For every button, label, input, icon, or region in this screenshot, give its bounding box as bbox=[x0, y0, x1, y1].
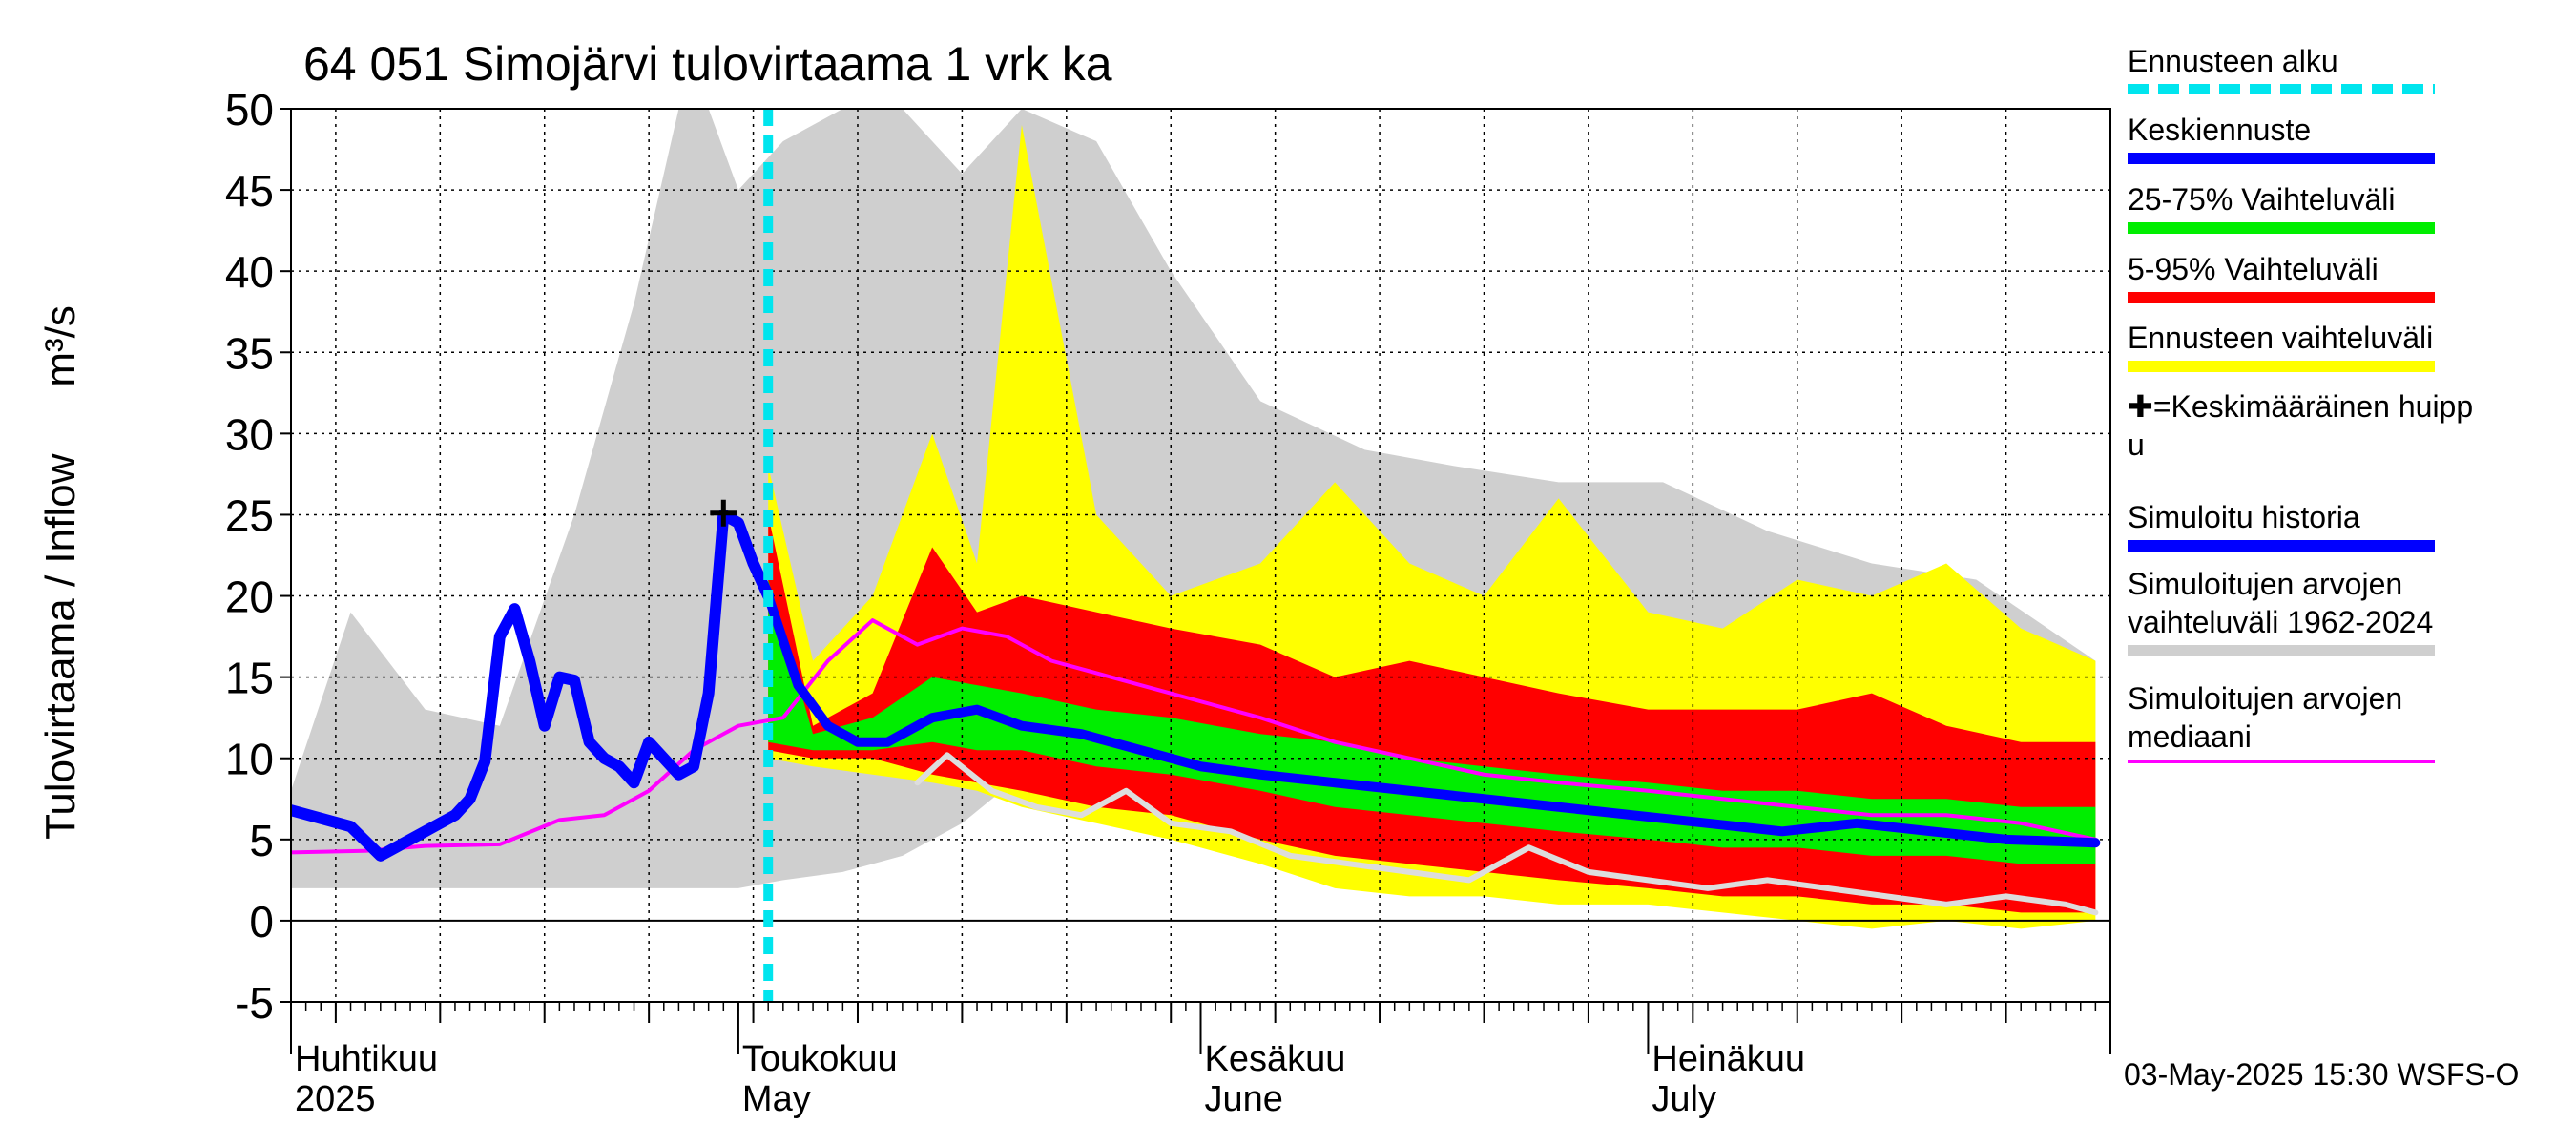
legend-swatch bbox=[2128, 222, 2435, 234]
mean-forecast-line bbox=[763, 591, 2101, 848]
legend-swatch bbox=[2128, 292, 2435, 303]
plot-layer bbox=[291, 109, 2110, 1002]
y-axis-label: Tulovirtaama / Inflow m³/s bbox=[37, 305, 85, 840]
x-month-sublabel: 2025 bbox=[295, 1079, 376, 1119]
y-axis-label-text: Tulovirtaama / Inflow bbox=[37, 453, 84, 840]
timestamp-footer: 03-May-2025 15:30 WSFS-O bbox=[2124, 1057, 2520, 1092]
x-month-sublabel: May bbox=[742, 1079, 811, 1119]
y-tick-label: 0 bbox=[249, 897, 274, 947]
x-month-label: Heinäkuu bbox=[1652, 1039, 1805, 1079]
legend-label: Simuloitu historia bbox=[2128, 500, 2360, 534]
median-line bbox=[291, 618, 2098, 855]
legend-swatch bbox=[2128, 645, 2435, 656]
legend-label: Simuloitujen arvojen mediaani bbox=[2128, 681, 2403, 754]
y-tick-label: 50 bbox=[225, 85, 274, 135]
legend-label: 25-75% Vaihteluväli bbox=[2128, 182, 2396, 217]
legend-label: Ennusteen vaihteluväli bbox=[2128, 321, 2434, 355]
legend-swatch bbox=[2128, 153, 2435, 164]
legend-swatch bbox=[2128, 760, 2435, 763]
y-tick-label: 35 bbox=[225, 328, 274, 378]
grid-lines bbox=[291, 109, 2110, 1002]
chart-title: 64 051 Simojärvi tulovirtaama 1 vrk ka bbox=[303, 37, 1112, 91]
legend-label: 5-95% Vaihteluväli bbox=[2128, 252, 2379, 286]
x-month-sublabel: July bbox=[1652, 1079, 1716, 1119]
y-tick-label: 45 bbox=[225, 166, 274, 216]
y-tick-label: 25 bbox=[225, 490, 274, 540]
x-month-sublabel: June bbox=[1205, 1079, 1283, 1119]
y-tick-label: -5 bbox=[235, 978, 274, 1028]
mean-peak-marker bbox=[710, 499, 737, 527]
y-tick-label: 20 bbox=[225, 572, 274, 622]
legend-label: ✚=Keskimääräinen huipp u bbox=[2128, 389, 2474, 462]
legend-swatch bbox=[2128, 361, 2435, 372]
legend-label: Keskiennuste bbox=[2128, 113, 2312, 147]
y-tick-label: 5 bbox=[249, 816, 274, 865]
y-tick-label: 30 bbox=[225, 409, 274, 459]
legend-swatch bbox=[2128, 540, 2435, 552]
legend-label: Simuloitujen arvojen vaihteluväli 1962-2… bbox=[2128, 567, 2434, 639]
history-line bbox=[291, 509, 775, 862]
x-month-label: Huhtikuu bbox=[295, 1039, 438, 1079]
x-month-label: Toukokuu bbox=[742, 1039, 898, 1079]
previous-year-line bbox=[914, 752, 2099, 916]
y-axis-unit: m³/s bbox=[37, 305, 84, 387]
legend-swatch bbox=[2128, 84, 2435, 94]
y-tick-label: 15 bbox=[225, 654, 274, 703]
x-month-label: Kesäkuu bbox=[1205, 1039, 1346, 1079]
legend-label: Ennusteen alku bbox=[2128, 44, 2338, 78]
y-tick-label: 10 bbox=[225, 735, 274, 784]
band-25-75- bbox=[768, 579, 2096, 864]
y-tick-label: 40 bbox=[225, 247, 274, 297]
